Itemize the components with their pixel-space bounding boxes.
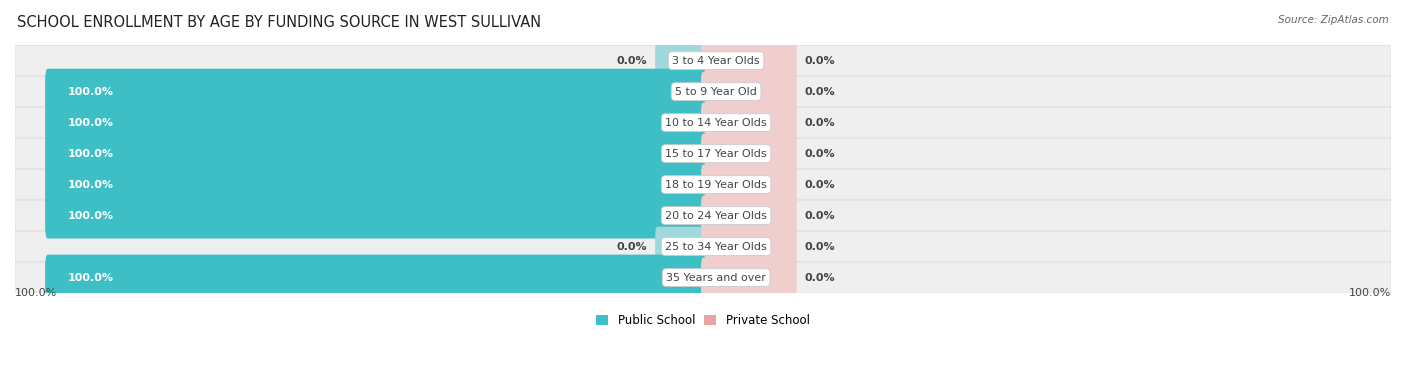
Text: SCHOOL ENROLLMENT BY AGE BY FUNDING SOURCE IN WEST SULLIVAN: SCHOOL ENROLLMENT BY AGE BY FUNDING SOUR…: [17, 15, 541, 30]
Text: 0.0%: 0.0%: [804, 211, 835, 221]
Text: 0.0%: 0.0%: [804, 242, 835, 251]
Text: 100.0%: 100.0%: [1348, 288, 1391, 298]
FancyBboxPatch shape: [702, 103, 797, 143]
FancyBboxPatch shape: [15, 231, 1391, 262]
Text: 0.0%: 0.0%: [617, 56, 647, 66]
FancyBboxPatch shape: [45, 100, 706, 146]
FancyBboxPatch shape: [702, 165, 797, 204]
Text: 100.0%: 100.0%: [15, 288, 58, 298]
Text: 100.0%: 100.0%: [67, 118, 114, 128]
FancyBboxPatch shape: [45, 254, 706, 300]
Text: 3 to 4 Year Olds: 3 to 4 Year Olds: [672, 56, 759, 66]
Text: 100.0%: 100.0%: [67, 87, 114, 97]
FancyBboxPatch shape: [702, 72, 797, 112]
FancyBboxPatch shape: [45, 193, 706, 239]
Text: 0.0%: 0.0%: [804, 56, 835, 66]
Text: 25 to 34 Year Olds: 25 to 34 Year Olds: [665, 242, 768, 251]
FancyBboxPatch shape: [45, 131, 706, 176]
Text: 15 to 17 Year Olds: 15 to 17 Year Olds: [665, 149, 766, 159]
Text: 20 to 24 Year Olds: 20 to 24 Year Olds: [665, 211, 768, 221]
FancyBboxPatch shape: [702, 41, 797, 80]
Text: 100.0%: 100.0%: [67, 273, 114, 282]
Text: 18 to 19 Year Olds: 18 to 19 Year Olds: [665, 179, 768, 190]
Text: 0.0%: 0.0%: [804, 87, 835, 97]
FancyBboxPatch shape: [15, 200, 1391, 231]
FancyBboxPatch shape: [15, 107, 1391, 138]
FancyBboxPatch shape: [45, 69, 706, 115]
Text: 0.0%: 0.0%: [617, 242, 647, 251]
FancyBboxPatch shape: [45, 162, 706, 207]
Text: 100.0%: 100.0%: [67, 179, 114, 190]
Text: Source: ZipAtlas.com: Source: ZipAtlas.com: [1278, 15, 1389, 25]
Text: 0.0%: 0.0%: [804, 273, 835, 282]
Text: 10 to 14 Year Olds: 10 to 14 Year Olds: [665, 118, 766, 128]
FancyBboxPatch shape: [702, 258, 797, 297]
Text: 0.0%: 0.0%: [804, 149, 835, 159]
FancyBboxPatch shape: [15, 45, 1391, 76]
Text: 100.0%: 100.0%: [67, 211, 114, 221]
FancyBboxPatch shape: [655, 41, 704, 80]
FancyBboxPatch shape: [655, 227, 704, 267]
Text: 100.0%: 100.0%: [67, 149, 114, 159]
FancyBboxPatch shape: [702, 227, 797, 267]
FancyBboxPatch shape: [702, 196, 797, 235]
Text: 5 to 9 Year Old: 5 to 9 Year Old: [675, 87, 756, 97]
Legend: Public School, Private School: Public School, Private School: [592, 309, 814, 332]
FancyBboxPatch shape: [15, 262, 1391, 293]
FancyBboxPatch shape: [15, 138, 1391, 169]
FancyBboxPatch shape: [15, 169, 1391, 200]
Text: 0.0%: 0.0%: [804, 118, 835, 128]
Text: 35 Years and over: 35 Years and over: [666, 273, 766, 282]
FancyBboxPatch shape: [702, 134, 797, 173]
FancyBboxPatch shape: [15, 76, 1391, 107]
Text: 0.0%: 0.0%: [804, 179, 835, 190]
